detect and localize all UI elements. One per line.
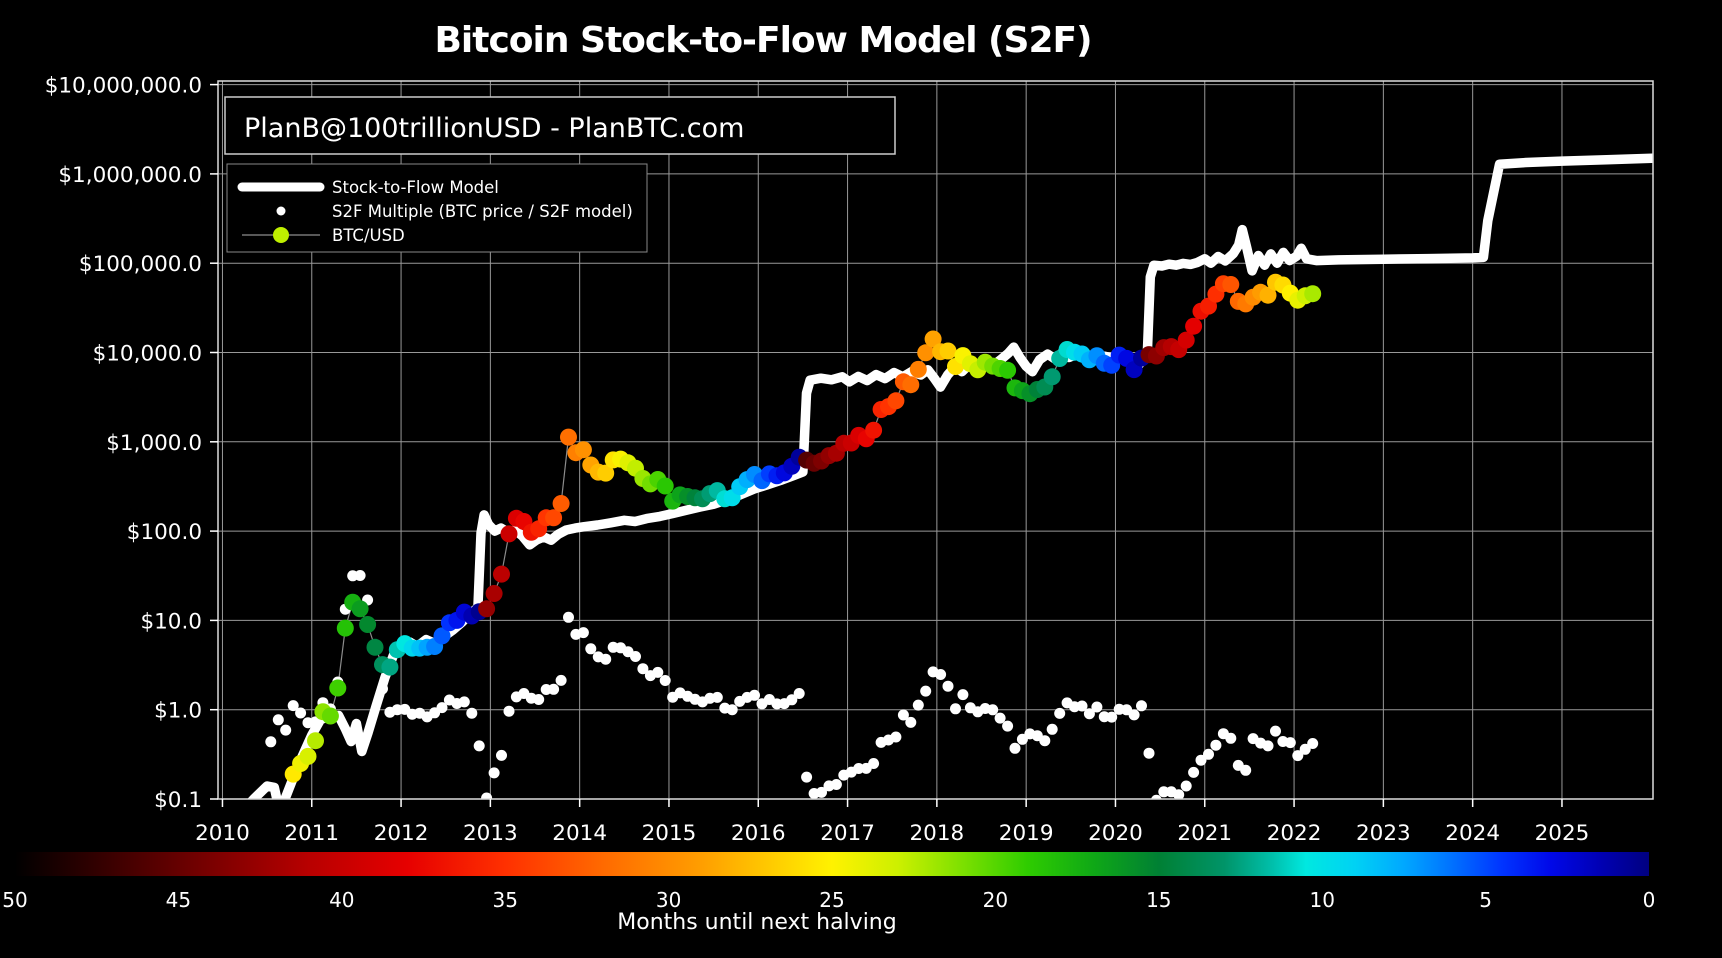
svg-text:2010: 2010: [195, 821, 250, 846]
legend-btc-dot-sample: [273, 227, 289, 243]
x-axis: 2010 2011 2012 2013 2014 2015 2016 2017 2018 2019…: [195, 799, 1589, 846]
svg-text:2012: 2012: [374, 821, 429, 846]
svg-text:2016: 2016: [731, 821, 786, 846]
svg-text:2022: 2022: [1267, 821, 1322, 846]
svg-text:30: 30: [656, 888, 681, 912]
svg-text:$1.0: $1.0: [154, 699, 202, 724]
svg-text:25: 25: [819, 888, 844, 912]
svg-text:$10.0: $10.0: [140, 609, 202, 634]
svg-text:2015: 2015: [642, 821, 697, 846]
legend: Stock-to-Flow Model S2F Multiple (BTC pr…: [226, 163, 648, 253]
svg-text:2017: 2017: [820, 821, 875, 846]
svg-text:2025: 2025: [1535, 821, 1590, 846]
svg-text:15: 15: [1146, 888, 1171, 912]
annotation-box: PlanB@100trillionUSD - PlanBTC.com: [224, 96, 896, 155]
svg-text:2019: 2019: [999, 821, 1054, 846]
legend-label-model: Stock-to-Flow Model: [332, 178, 499, 197]
svg-text:45: 45: [166, 888, 191, 912]
colorbar-ticks: 50 45 40 35 30 25 20 15 10 5 0: [2, 888, 1655, 912]
svg-text:2021: 2021: [1177, 821, 1232, 846]
svg-text:2024: 2024: [1445, 821, 1500, 846]
svg-text:$1,000,000.0: $1,000,000.0: [58, 163, 202, 188]
annotation-text: PlanB@100trillionUSD - PlanBTC.com: [244, 113, 744, 144]
svg-text:0: 0: [1643, 888, 1656, 912]
legend-label-btc: BTC/USD: [332, 226, 405, 245]
legend-label-multiple: S2F Multiple (BTC price / S2F model): [332, 202, 633, 221]
svg-text:2023: 2023: [1356, 821, 1411, 846]
svg-text:10: 10: [1309, 888, 1334, 912]
chart-title: Bitcoin Stock-to-Flow Model (S2F): [434, 20, 1091, 61]
svg-text:$1,000.0: $1,000.0: [106, 431, 202, 456]
btc-usd-dots: [284, 273, 1322, 783]
plot-border: [217, 80, 1654, 800]
svg-text:40: 40: [329, 888, 354, 912]
svg-text:20: 20: [983, 888, 1008, 912]
legend-multiple-dot-sample: [276, 206, 286, 216]
svg-text:2013: 2013: [463, 821, 518, 846]
svg-text:2011: 2011: [284, 821, 339, 846]
svg-text:$0.1: $0.1: [154, 788, 202, 813]
svg-text:$10,000.0: $10,000.0: [93, 342, 202, 367]
svg-text:50: 50: [2, 888, 27, 912]
svg-text:2018: 2018: [910, 821, 965, 846]
svg-text:$10,000,000.0: $10,000,000.0: [45, 74, 202, 99]
colorbar-gradient: [15, 852, 1649, 876]
y-axis: $10,000,000.0 $1,000,000.0 $100,000.0 $10,0…: [45, 74, 218, 813]
colorbar: 50 45 40 35 30 25 20 15 10 5 0 Months until next h…: [2, 852, 1655, 935]
svg-text:2020: 2020: [1088, 821, 1143, 846]
svg-text:5: 5: [1479, 888, 1492, 912]
svg-text:$100,000.0: $100,000.0: [79, 252, 202, 277]
svg-text:$100.0: $100.0: [127, 520, 202, 545]
colorbar-label: Months until next halving: [617, 910, 896, 935]
svg-text:2014: 2014: [552, 821, 607, 846]
s2f-multiple-dots: [265, 570, 1319, 799]
svg-text:35: 35: [492, 888, 517, 912]
